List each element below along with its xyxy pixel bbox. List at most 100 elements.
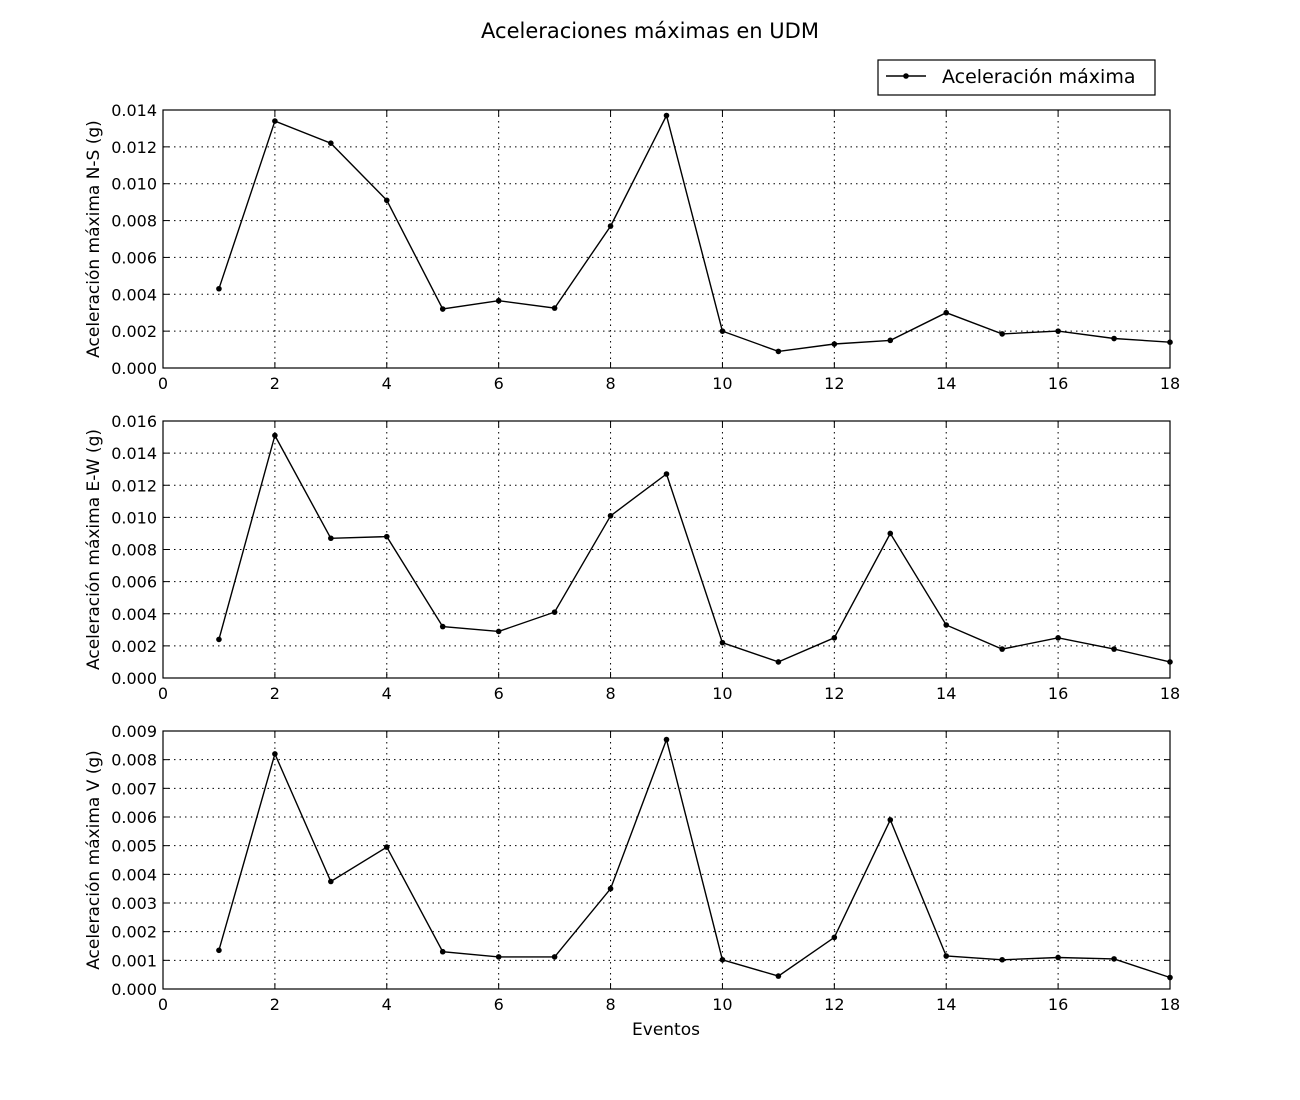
data-point <box>887 530 894 537</box>
subplots: 0 2 4 6 8 10 12 14 16 18 0.000 0.002 0.004 0.006 0.008… <box>84 101 1180 1014</box>
data-point <box>887 817 894 823</box>
series-line <box>218 113 1171 353</box>
subplot-2: 0 2 4 6 8 10 12 14 16 18 0.000 0.002 0.004 0.006 0.008… <box>84 412 1180 703</box>
data-point <box>328 535 334 542</box>
data-point <box>1167 659 1173 665</box>
data-point <box>551 609 558 615</box>
data-point <box>1111 646 1117 652</box>
data-point <box>551 305 558 311</box>
series-line <box>218 737 1171 979</box>
data-point <box>719 956 726 963</box>
y-tick-label: 0.008 <box>111 751 157 770</box>
x-tick-label: 6 <box>494 995 504 1014</box>
x-tick-label: 2 <box>270 684 280 703</box>
x-tick-label: 12 <box>824 995 844 1014</box>
data-point <box>775 348 782 355</box>
plot-frame <box>162 109 1171 369</box>
data-point <box>607 512 614 519</box>
y-tick-label: 0.010 <box>111 508 157 527</box>
x-tick-label: 4 <box>382 995 392 1014</box>
data-point <box>383 533 390 540</box>
data-point <box>943 953 950 959</box>
data-point <box>831 341 838 347</box>
data-point <box>383 844 390 850</box>
y-tick-label: 0.007 <box>111 779 157 798</box>
data-point <box>383 197 390 204</box>
y-axis-label: Aceleración máxima N-S (g) <box>84 120 104 358</box>
plot-frame <box>162 730 1171 990</box>
y-tick-label: 0.004 <box>111 865 157 884</box>
y-tick-label: 0.012 <box>111 476 157 495</box>
y-tick-label: 0.014 <box>111 101 157 120</box>
legend: Aceleración máxima <box>877 59 1156 96</box>
x-tick-label: 12 <box>824 374 844 393</box>
y-tick-label: 0.008 <box>111 541 157 560</box>
x-tick-label: 12 <box>824 684 844 703</box>
y-tick-label: 0.010 <box>111 175 157 194</box>
data-point <box>1111 956 1117 962</box>
x-tick-label: 8 <box>605 684 615 703</box>
data-point <box>439 623 446 630</box>
data-point <box>943 622 950 628</box>
x-tick-label: 8 <box>605 995 615 1014</box>
y-tick-label: 0.002 <box>111 322 157 341</box>
data-point <box>1167 339 1173 346</box>
data-point <box>328 140 334 146</box>
y-tick-label: 0.005 <box>111 837 157 856</box>
y-tick-label: 0.014 <box>111 444 157 463</box>
x-tick-label: 4 <box>382 374 392 393</box>
y-tick-label: 0.000 <box>111 359 157 378</box>
data-point <box>495 297 502 304</box>
data-point <box>1055 635 1061 641</box>
legend-box <box>877 59 1156 96</box>
y-tick-label: 0.006 <box>111 248 157 267</box>
data-point <box>272 751 278 757</box>
x-tick-label: 0 <box>158 684 168 703</box>
y-tick-label: 0.006 <box>111 573 157 592</box>
y-tick-label: 0.001 <box>111 951 157 970</box>
y-tick-label: 0.008 <box>111 212 157 231</box>
y-tick-label: 0.004 <box>111 605 157 624</box>
subplot-3: 0 2 4 6 8 10 12 14 16 18 0.000 0.001 0.002 0.003 0.004… <box>84 722 1180 1014</box>
y-tick-label: 0.009 <box>111 722 157 741</box>
data-point <box>887 337 894 344</box>
x-tick-label: 14 <box>936 995 956 1014</box>
x-tick-label: 16 <box>1048 995 1068 1014</box>
data-point <box>999 331 1005 337</box>
data-point <box>328 878 334 885</box>
data-point <box>1055 328 1061 334</box>
data-point <box>831 635 838 641</box>
data-point <box>1055 954 1061 961</box>
x-tick-label: 0 <box>158 995 168 1014</box>
x-tick-label: 10 <box>712 995 732 1014</box>
x-tick-label: 6 <box>494 374 504 393</box>
series-line <box>218 433 1171 663</box>
data-point <box>663 736 670 743</box>
x-tick-label: 0 <box>158 374 168 393</box>
y-tick-label: 0.003 <box>111 894 157 913</box>
data-point <box>775 659 782 665</box>
data-point <box>272 118 278 124</box>
data-point <box>551 954 558 960</box>
data-point <box>439 306 446 312</box>
y-tick-label: 0.002 <box>111 637 157 656</box>
x-tick-label: 14 <box>936 374 956 393</box>
legend-label: Aceleración máxima <box>942 66 1135 88</box>
x-tick-label: 14 <box>936 684 956 703</box>
x-tick-label: 4 <box>382 684 392 703</box>
x-tick-label: 18 <box>1160 995 1180 1014</box>
plot-frame <box>162 420 1171 679</box>
data-point <box>495 628 502 635</box>
data-point <box>607 885 614 892</box>
data-point <box>216 636 222 643</box>
x-tick-label: 10 <box>712 684 732 703</box>
y-axis-label: Aceleración máxima E-W (g) <box>84 429 104 670</box>
subplot-1: 0 2 4 6 8 10 12 14 16 18 0.000 0.002 0.004 0.006 0.008… <box>84 101 1180 393</box>
y-tick-label: 0.016 <box>111 412 157 431</box>
data-point <box>999 956 1005 963</box>
x-tick-label: 18 <box>1160 684 1180 703</box>
data-point <box>719 328 726 334</box>
data-point <box>831 934 838 941</box>
data-point <box>775 973 782 979</box>
